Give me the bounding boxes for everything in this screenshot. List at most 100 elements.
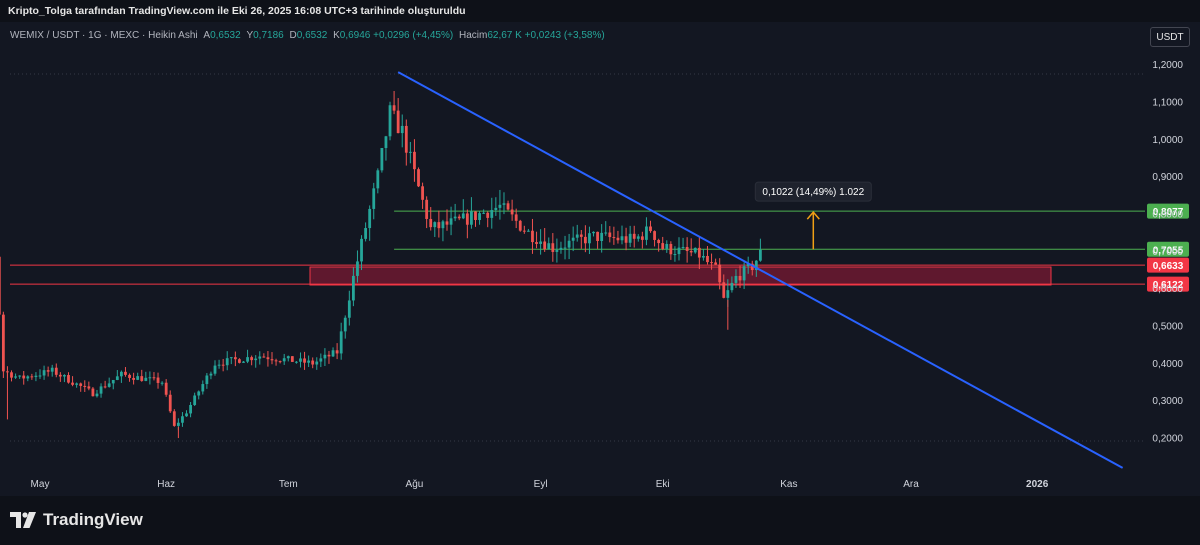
candle-body (115, 376, 119, 380)
candle-body (18, 375, 22, 377)
candle-body (197, 391, 201, 396)
candle-body (575, 234, 579, 238)
candle-body (400, 125, 404, 134)
y-tick-label: 0,7000 (1152, 247, 1183, 258)
candle-body (478, 213, 481, 220)
candle-body (120, 371, 123, 377)
candle-body (718, 264, 722, 283)
price-level-label: 0,6633 (1153, 261, 1184, 272)
tradingview-logo[interactable]: TradingView (10, 510, 143, 530)
candle-body (620, 236, 624, 241)
candle-body (225, 358, 229, 366)
candle-body (649, 226, 652, 232)
candle-body (417, 169, 420, 187)
candle-body (482, 212, 486, 214)
brand-name: TradingView (43, 510, 143, 529)
candle-body (502, 203, 506, 205)
high-label: Y (246, 30, 254, 41)
candle-body (592, 231, 595, 234)
candle-body (217, 364, 221, 366)
candle-body (250, 357, 254, 361)
candle-body (315, 361, 319, 365)
candle-body (209, 373, 213, 376)
volume-change: +0,0243 (+3,58%) (524, 30, 605, 41)
bottom-bar (0, 496, 1200, 545)
candle-body (295, 361, 298, 363)
low-label: D (289, 30, 297, 41)
candle-body (83, 385, 87, 387)
candle-body (246, 357, 249, 362)
candle-body (372, 188, 376, 209)
candle-body (50, 367, 54, 372)
candle-body (140, 376, 144, 381)
candle-body (201, 384, 205, 392)
currency-unit-button[interactable]: USDT (1150, 27, 1190, 47)
candle-body (396, 110, 400, 134)
candle-body (91, 388, 95, 397)
candle-body (282, 358, 286, 362)
candle-body (645, 226, 648, 240)
candle-body (527, 230, 530, 232)
trendline[interactable] (397, 71, 1124, 469)
candle-body (34, 375, 38, 378)
candle-body (124, 371, 127, 375)
support-zone[interactable] (309, 266, 1052, 286)
candle-body (539, 241, 543, 244)
price-level-label: 0,8077 (1153, 207, 1184, 218)
price-level-badge (1147, 276, 1189, 292)
candle-body (335, 350, 339, 354)
candle-body (636, 236, 640, 239)
candle-body (299, 358, 302, 362)
candle-body (608, 232, 612, 238)
y-tick-label: 0,2000 (1152, 434, 1183, 445)
candle-body (653, 231, 656, 240)
candle-body (10, 372, 13, 378)
measure-label-box (754, 181, 872, 202)
candle-body (46, 370, 50, 372)
candle-body (754, 260, 758, 271)
candle-body (465, 213, 469, 225)
change-value: +0,0296 (+4,45%) (373, 30, 454, 41)
candle-body (583, 236, 587, 244)
candle-body (160, 382, 164, 384)
candle-body (457, 216, 461, 219)
candle-body (677, 247, 681, 255)
price-level-badge (1147, 241, 1189, 257)
candle-body (0, 256, 1, 315)
candle-body (433, 222, 437, 228)
x-tick-label: Ara (903, 479, 919, 490)
candle-body (437, 222, 441, 229)
candle-body (290, 356, 294, 362)
candle-body (67, 375, 70, 383)
candle-body (616, 237, 620, 241)
candle-body (360, 238, 363, 262)
candle-body (510, 209, 514, 215)
symbol-title[interactable]: WEMIX / USDT · 1G · MEXC · Heikin Ashi (10, 30, 198, 41)
y-tick-label: 1,0000 (1152, 135, 1183, 146)
close-value: 0,6946 (339, 30, 371, 41)
candle-body (486, 212, 490, 218)
candle-body (563, 247, 567, 249)
candle-body (624, 236, 628, 243)
candle-body (531, 230, 534, 243)
candle-body (339, 331, 343, 354)
x-tick-label: May (31, 479, 50, 490)
candle-body (286, 356, 290, 359)
candle-body (319, 358, 323, 362)
candle-body (543, 241, 547, 250)
candle-body (461, 213, 465, 219)
candle-body (148, 377, 152, 379)
candle-body (555, 249, 559, 252)
candle-body (490, 210, 494, 218)
candle-body (628, 233, 632, 243)
candle-body (233, 357, 237, 360)
candle-body (193, 395, 197, 406)
candle-body (156, 377, 160, 383)
candle-body (364, 228, 367, 239)
candle-body (758, 249, 762, 261)
measure-arrowhead (806, 210, 820, 220)
candle-body (327, 354, 331, 357)
candle-body (734, 275, 738, 283)
candle-body (343, 317, 347, 332)
